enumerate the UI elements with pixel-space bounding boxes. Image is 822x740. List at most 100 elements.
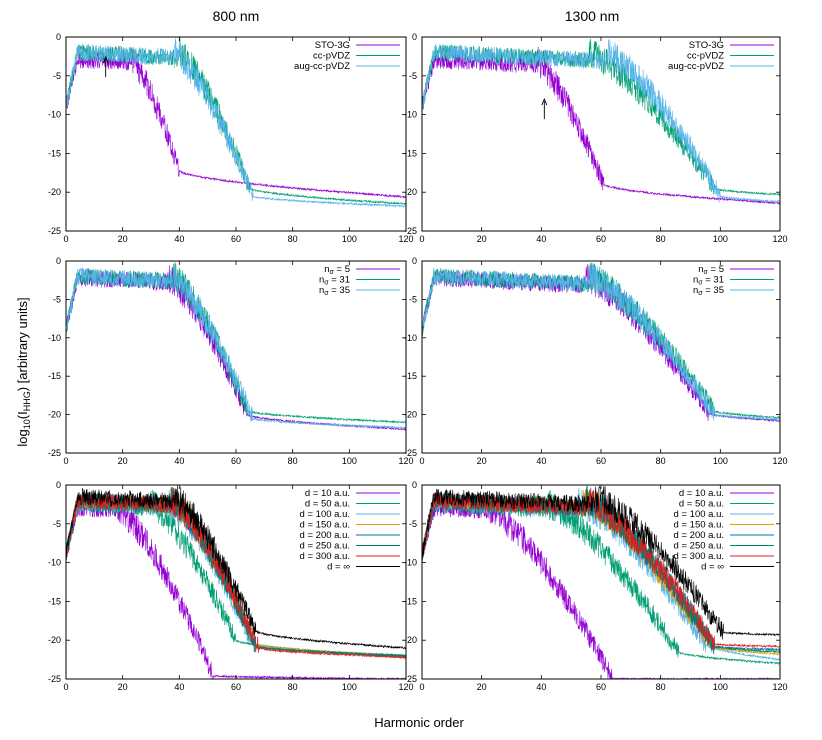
x-tick-label: 100 <box>713 234 728 244</box>
x-axis-label: Harmonic order <box>374 715 464 730</box>
x-tick-label: 0 <box>419 456 424 466</box>
y-tick-label: 0 <box>412 32 417 42</box>
series-group <box>422 38 780 205</box>
x-tick-label: 60 <box>596 682 606 692</box>
legend-label: d = 50 a.u. <box>679 499 724 510</box>
x-tick-label: 60 <box>596 234 606 244</box>
series-line <box>422 490 780 666</box>
series-line <box>66 265 406 431</box>
x-tick-label: 0 <box>63 682 68 692</box>
legend-label: nσ = 5 <box>324 264 350 276</box>
column-title-1300nm: 1300 nm <box>565 8 619 24</box>
y-tick-label: -10 <box>48 558 61 568</box>
legend-label: aug-cc-pVDZ <box>294 61 350 72</box>
y-tick-label: -20 <box>48 410 61 420</box>
x-tick-label: 120 <box>772 456 787 466</box>
y-tick-label: -25 <box>48 674 61 684</box>
panel-bottom-left: 0 20 40 60 80 100 120 0 -5 -10 -15 -20 -25 d = 10 a.u… <box>48 480 414 692</box>
legend-label: d = ∞ <box>327 562 350 573</box>
series-line <box>422 262 780 421</box>
series-line <box>422 485 780 640</box>
y-tick-label: -5 <box>53 71 61 81</box>
series-group <box>422 485 780 679</box>
y-tick-label: -15 <box>404 596 417 606</box>
legend-label: STO-3G <box>315 40 350 51</box>
x-tick-label: 0 <box>419 682 424 692</box>
x-tick-label: 80 <box>288 234 298 244</box>
y-tick-label: -5 <box>409 71 417 81</box>
legend-label: d = 10 a.u. <box>305 488 350 499</box>
series-line <box>66 48 406 199</box>
series-line <box>422 46 780 205</box>
panels: 0 20 40 60 80 100 1200-5-10-15-20-25STO-3Gcc-p… <box>48 32 788 692</box>
x-tick-label: 120 <box>772 234 787 244</box>
x-tick-label: 20 <box>477 234 487 244</box>
y-tick-label: -10 <box>404 110 417 120</box>
x-tick-label: 60 <box>231 234 241 244</box>
panel-top-left: 0 20 40 60 80 100 120 0 -5 -10 -15 -20 -25 STO-3Gcc-p… <box>48 32 414 244</box>
legend-label: d = 10 a.u. <box>679 488 724 499</box>
x-tick-label: 100 <box>713 682 728 692</box>
y-tick-label: 0 <box>56 480 61 490</box>
x-tick-label: 60 <box>231 456 241 466</box>
x-tick-label: 120 <box>398 234 413 244</box>
legend-label: d = 200 a.u. <box>674 530 724 541</box>
plot-frame <box>65 260 407 454</box>
y-tick-label: -10 <box>404 558 417 568</box>
legend-label: d = 50 a.u. <box>305 499 350 510</box>
y-tick-label: -25 <box>404 226 417 236</box>
y-tick-label: -5 <box>409 519 417 529</box>
panel-bottom-right: 0 20 40 60 80 100 120 0 -5 -10 -15 -20 -25 d = 10 a.u… <box>404 480 788 692</box>
y-tick-label: -15 <box>404 148 417 158</box>
y-tick-label: -20 <box>404 410 417 420</box>
legend-label: d = 100 a.u. <box>300 509 350 520</box>
series-line <box>422 262 780 420</box>
y-tick-label: -20 <box>48 187 61 197</box>
x-tick-label: 80 <box>288 682 298 692</box>
series-line <box>66 485 406 650</box>
x-tick-label: 40 <box>536 456 546 466</box>
series-line <box>66 487 406 660</box>
series-line <box>422 38 780 197</box>
x-tick-label: 20 <box>118 234 128 244</box>
legend: d = 10 a.u.d = 50 a.u.d = 100 a.u.d = 15… <box>674 488 774 573</box>
y-tick-label: -15 <box>48 596 61 606</box>
y-tick-label: -25 <box>48 448 61 458</box>
series-line <box>66 38 406 209</box>
y-tick-label: -5 <box>53 519 61 529</box>
y-axis-label-sub10: 10 <box>22 419 32 429</box>
y-tick-label: 0 <box>56 256 61 266</box>
x-tick-label: 120 <box>398 682 413 692</box>
legend-label: d = 300 a.u. <box>674 551 724 562</box>
series-group <box>66 37 406 209</box>
x-tick-label: 20 <box>477 456 487 466</box>
arrow-head <box>541 97 548 106</box>
y-tick-label: -10 <box>48 110 61 120</box>
legend-label: nσ = 31 <box>693 275 724 287</box>
y-tick-label: -20 <box>404 187 417 197</box>
legend-label: d = 200 a.u. <box>300 530 350 541</box>
x-tick-label: 0 <box>63 234 68 244</box>
y-axis-label-open: (I <box>15 411 30 419</box>
series-line <box>66 489 406 660</box>
x-tick-label: 80 <box>288 456 298 466</box>
y-tick-label: -20 <box>404 635 417 645</box>
y-tick-label: 0 <box>56 32 61 42</box>
plot-frame <box>421 36 781 232</box>
x-tick-label: 40 <box>174 234 184 244</box>
y-tick-label: -5 <box>53 294 61 304</box>
series-line <box>422 39 780 204</box>
x-tick-label: 40 <box>536 682 546 692</box>
series-line <box>66 265 406 430</box>
legend-label: nσ = 5 <box>698 264 724 276</box>
y-axis-label: log10(IHHG) [arbitrary units] <box>15 297 32 446</box>
legend-label: cc-pVDZ <box>687 51 724 62</box>
y-tick-label: -25 <box>404 448 417 458</box>
y-tick-label: -20 <box>48 635 61 645</box>
